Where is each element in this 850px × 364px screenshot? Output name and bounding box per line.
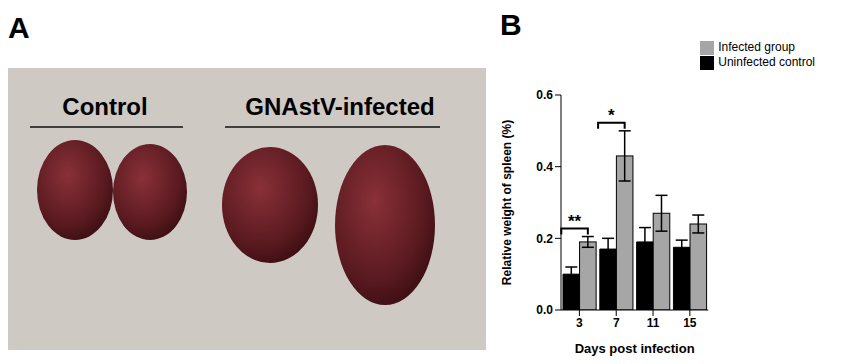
svg-text:Control: Control [62, 93, 147, 120]
svg-text:*: * [608, 106, 615, 125]
svg-text:Days post infection: Days post infection [575, 341, 695, 356]
svg-text:0.4: 0.4 [536, 160, 553, 174]
svg-text:Relative weight of spleen (%): Relative weight of spleen (%) [500, 120, 514, 285]
svg-text:15: 15 [683, 316, 697, 330]
html-text:B: B [500, 8, 522, 41]
svg-text:3: 3 [576, 316, 583, 330]
svg-text:**: ** [568, 212, 582, 231]
svg-text:0.2: 0.2 [536, 232, 553, 246]
svg-text:7: 7 [613, 316, 620, 330]
svg-text:11: 11 [647, 316, 660, 330]
html-text:Uninfected control: Uninfected control [718, 54, 815, 69]
svg-text:0.0: 0.0 [536, 303, 553, 317]
svg-text:A: A [8, 11, 30, 44]
svg-text:GNAstV-infected: GNAstV-infected [245, 93, 434, 120]
html-text:Infected group: Infected group [718, 40, 795, 54]
svg-text:0.6: 0.6 [536, 88, 553, 102]
